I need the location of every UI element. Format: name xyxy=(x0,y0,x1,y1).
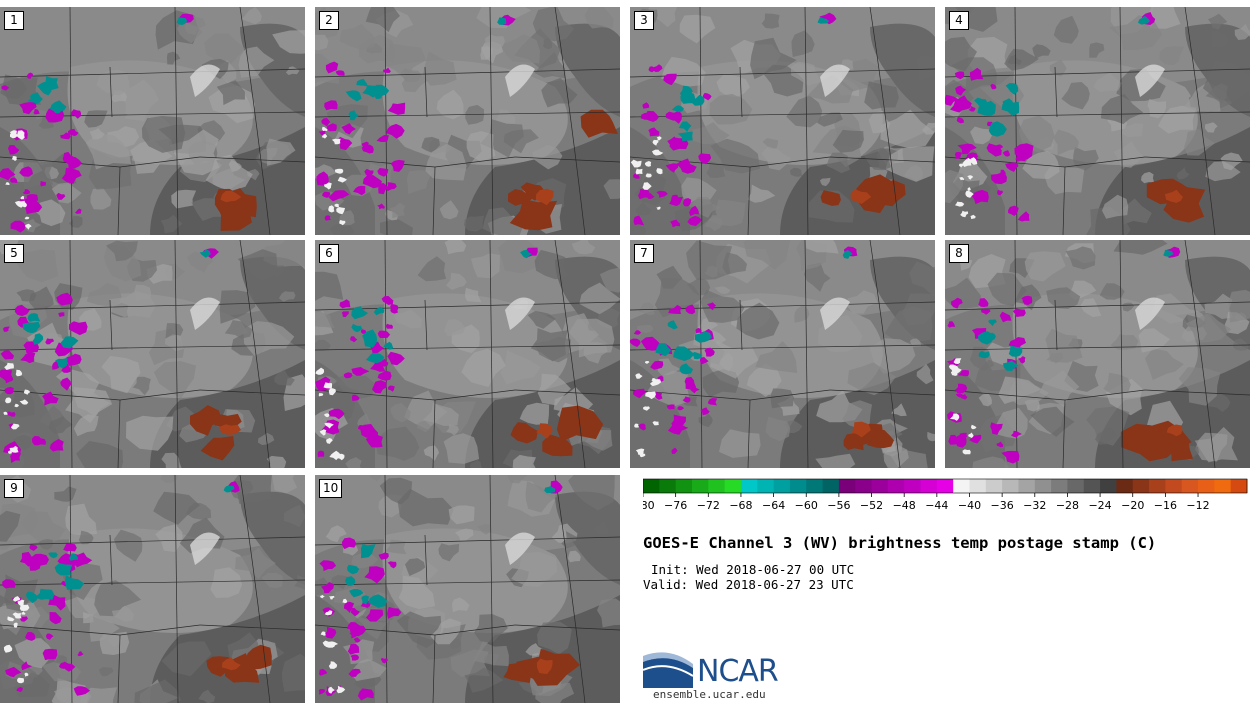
colorbar-tick-label: −64 xyxy=(762,499,785,512)
map-panel-5: 5 xyxy=(0,240,305,468)
colorbar-tick-label: −44 xyxy=(925,499,948,512)
colorbar-swatch xyxy=(936,479,954,493)
panel-label: 10 xyxy=(319,479,343,498)
colorbar-swatch xyxy=(1051,479,1068,493)
map-panel-7: 7 xyxy=(630,240,935,468)
colorbar-swatch xyxy=(953,479,970,493)
colorbar-swatch xyxy=(740,479,758,493)
map-panel-1: 1 xyxy=(0,7,305,235)
colorbar-swatch xyxy=(969,479,987,493)
colorbar-swatch xyxy=(708,479,726,493)
panel-label: 2 xyxy=(319,11,339,30)
colorbar-swatch xyxy=(789,479,807,493)
map-3 xyxy=(630,7,935,235)
map-2 xyxy=(315,7,620,235)
colorbar-tick-label: −32 xyxy=(1023,499,1046,512)
colorbar-tick-label: −20 xyxy=(1121,499,1144,512)
colorbar-swatch xyxy=(675,479,693,493)
panel-label: 8 xyxy=(949,244,969,263)
colorbar-swatch xyxy=(1002,479,1019,493)
map-9 xyxy=(0,475,305,703)
colorbar-swatch xyxy=(1034,479,1052,493)
colorbar-tick-label: −12 xyxy=(1186,499,1209,512)
colorbar-swatch xyxy=(806,479,824,493)
colorbar-swatch xyxy=(643,479,660,493)
panel-label: 3 xyxy=(634,11,654,30)
colorbar-tick-label: −72 xyxy=(697,499,720,512)
map-panel-8: 8 xyxy=(945,240,1250,468)
map-panel-9: 9 xyxy=(0,475,305,703)
colorbar-swatch xyxy=(773,479,791,493)
colorbar-swatch xyxy=(1018,479,1036,493)
panel-label: 4 xyxy=(949,11,969,30)
colorbar-swatch xyxy=(1198,479,1215,493)
colorbar-swatch xyxy=(1116,479,1134,493)
panel-label: 5 xyxy=(4,244,24,263)
colorbar-swatch xyxy=(659,479,677,493)
colorbar-swatch xyxy=(985,479,1003,493)
map-5 xyxy=(0,240,305,468)
colorbar-tick-label: −28 xyxy=(1056,499,1079,512)
panel-label: 1 xyxy=(4,11,24,30)
colorbar-swatch xyxy=(1214,479,1232,493)
panel-label: 6 xyxy=(319,244,339,263)
colorbar-swatch xyxy=(1149,479,1166,493)
colorbar-swatch xyxy=(920,479,938,493)
colorbar-tick-label: −68 xyxy=(729,499,752,512)
colorbar: −80−76−72−68−64−60−56−52−48−44−40−36−32−… xyxy=(643,478,1248,512)
map-1 xyxy=(0,7,305,235)
colorbar-swatch xyxy=(838,479,856,493)
logo-text: NCAR xyxy=(697,654,779,689)
colorbar-swatch xyxy=(724,479,742,493)
colorbar-swatch xyxy=(1100,479,1117,493)
colorbar-swatch xyxy=(757,479,775,493)
colorbar-swatch xyxy=(1165,479,1183,493)
map-10 xyxy=(315,475,620,703)
map-panel-10: 10 xyxy=(315,475,620,703)
colorbar-tick-label: −56 xyxy=(827,499,850,512)
colorbar-swatch xyxy=(691,479,709,493)
colorbar-swatch xyxy=(1083,479,1101,493)
map-7 xyxy=(630,240,935,468)
colorbar-swatch xyxy=(887,479,905,493)
init-time: Init: Wed 2018-06-27 00 UTC xyxy=(651,562,855,577)
map-panel-6: 6 xyxy=(315,240,620,468)
colorbar-tick-label: −60 xyxy=(795,499,818,512)
colorbar-tick-label: −24 xyxy=(1088,499,1111,512)
panel-label: 9 xyxy=(4,479,24,498)
colorbar-tick-label: −80 xyxy=(643,499,655,512)
colorbar-swatch xyxy=(822,479,840,493)
figure-title: GOES-E Channel 3 (WV) brightness temp po… xyxy=(643,534,1157,552)
colorbar-swatch xyxy=(1230,479,1248,493)
map-panel-4: 4 xyxy=(945,7,1250,235)
colorbar-tick-label: −52 xyxy=(860,499,883,512)
panel-label: 7 xyxy=(634,244,654,263)
colorbar-tick-label: −76 xyxy=(664,499,687,512)
map-8 xyxy=(945,240,1250,468)
valid-time: Valid: Wed 2018-06-27 23 UTC xyxy=(643,577,854,592)
colorbar-swatch xyxy=(1067,479,1085,493)
colorbar-swatch xyxy=(1181,479,1199,493)
colorbar-swatch xyxy=(1132,479,1150,493)
map-6 xyxy=(315,240,620,468)
colorbar-swatch xyxy=(904,479,922,493)
colorbar-tick-label: −36 xyxy=(991,499,1014,512)
colorbar-tick-label: −48 xyxy=(893,499,916,512)
map-4 xyxy=(945,7,1250,235)
map-panel-2: 2 xyxy=(315,7,620,235)
colorbar-tick-label: −16 xyxy=(1154,499,1177,512)
map-panel-3: 3 xyxy=(630,7,935,235)
ncar-logo-icon xyxy=(643,652,694,688)
colorbar-swatch xyxy=(871,479,889,493)
colorbar-tick-label: −40 xyxy=(958,499,981,512)
site-url: ensemble.ucar.edu xyxy=(653,688,766,701)
colorbar-swatch xyxy=(855,479,873,493)
